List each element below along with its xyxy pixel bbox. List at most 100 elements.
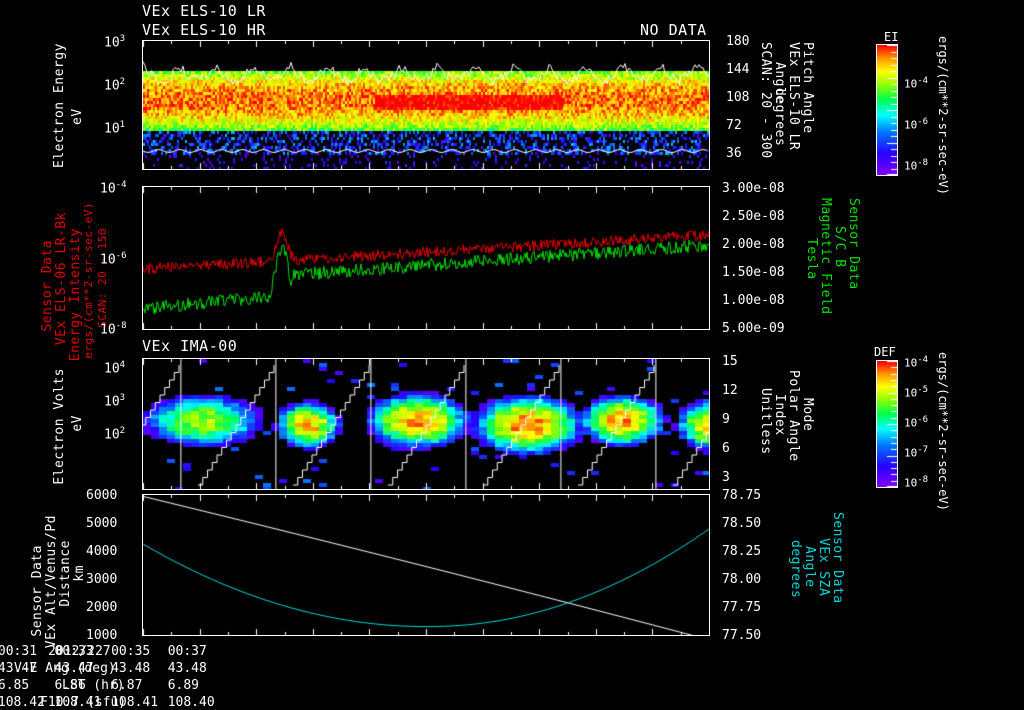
panel1-ytick-left-2: 101: [104, 120, 126, 137]
panel2-ytick-right-3: 1.50e-08: [722, 265, 785, 280]
panel3-colorbar-tick-4: 10-8: [904, 475, 929, 490]
panel3-ytick-right-4: 3: [722, 470, 730, 485]
footer-cell-r0-c9: 00:37: [167, 644, 207, 659]
panel4-right-label-angle: Angle: [802, 546, 817, 588]
panel4-ytick-left-4: 2000: [86, 600, 118, 615]
panel4-ytick-left-5: 1000: [86, 628, 118, 643]
panel4-ytick-left-2: 4000: [86, 544, 118, 559]
panel4-ytick-right-0: 78.75: [722, 488, 762, 503]
panel2-right-label-sensor-data: Sensor Data: [846, 198, 861, 290]
footer-row-label-f107: F10.7 (sfu): [40, 695, 127, 710]
panel3-colorbar-tick-2: 10-6: [904, 415, 929, 430]
panel3-colorbar[interactable]: [876, 360, 898, 488]
panel3-ytick-left-1: 103: [104, 393, 126, 410]
panel2-timeseries[interactable]: [142, 186, 710, 330]
panel1-no-data-label: NO DATA: [640, 21, 707, 39]
panel1-ytick-left-1: 102: [104, 77, 126, 94]
panel2-right-label-magnetic-field: Magnetic Field: [818, 198, 833, 315]
panel4-ytick-right-4: 77.75: [722, 600, 762, 615]
panel1-ylabel-unit: eV: [70, 108, 85, 125]
panel2-right-label-tesla: Tesla: [804, 238, 819, 280]
panel1-right-label-degrees: degrees: [772, 88, 787, 147]
panel2-ytick-left-0: 10-4: [100, 180, 127, 197]
panel4-ytick-left-1: 5000: [86, 516, 118, 531]
panel4-ylabel-quantity: Distance: [58, 540, 73, 607]
panel1-ylabel-primary: Electron Energy: [52, 43, 67, 168]
footer-cell-r3-c6: 108.42: [0, 695, 45, 710]
panel4-ytick-right-2: 78.25: [722, 544, 762, 559]
footer-cell-r1-c6: 43.47: [0, 661, 38, 676]
panel1-colorbar-tick-1: 10-6: [904, 117, 929, 132]
panel1-ytick-right-0: 180: [726, 34, 750, 49]
panel1-ytick-right-2: 108: [726, 90, 750, 105]
panel4-right-label-degrees: degrees: [788, 540, 803, 599]
panel3-ytick-left-2: 102: [104, 426, 126, 443]
panel3-ytick-right-1: 12: [722, 383, 738, 398]
footer-cell-r2-c9: 6.89: [167, 678, 199, 693]
panel1-right-label-scan: SCAN: 20 - 300: [758, 42, 773, 159]
panel1-spectrogram[interactable]: [142, 40, 710, 170]
panel3-right-label-polar-angle: Polar Angle: [786, 370, 801, 462]
panel1-colorbar-tick-0: 10-4: [904, 76, 929, 91]
panel1-right-label-source: VEx ELS-10 LR: [786, 42, 801, 151]
panel2-ytick-right-5: 5.00e-09: [722, 321, 785, 336]
panel1-ytick-right-1: 144: [726, 62, 750, 77]
footer-cell-r2-c6: 6.85: [0, 678, 30, 693]
footer-row-label-ve-ang: V-E Ang (deg): [14, 661, 116, 676]
panel1-colorbar-label: EI: [884, 30, 899, 44]
panel2-ytick-right-4: 1.00e-08: [722, 293, 785, 308]
panel4-ylabel-source: VEx Alt/Venus/Pd: [44, 515, 59, 649]
panel3-colorbar-unit: ergs/(cm**2-sr-sec-eV): [936, 352, 950, 511]
footer-cell-r0-c8: 00:35: [111, 644, 151, 659]
footer-cell-r0-c6: 00:31: [0, 644, 38, 659]
panel2-ylabel-unit: ergs/(cm**2-sr-sec-eV): [82, 202, 95, 359]
panel2-ytick-right-2: 2.00e-08: [722, 237, 785, 252]
footer-cell-r0-c7: 00:33: [54, 644, 94, 659]
panel4-ytick-right-3: 78.00: [722, 572, 762, 587]
panel1-ytick-right-4: 36: [726, 146, 742, 161]
panel1-colorbar[interactable]: [876, 44, 898, 176]
panel2-ylabel-scan: SCAN: 20 - 150: [96, 228, 109, 328]
footer-cell-r3-c7: 108.41: [54, 695, 102, 710]
panel1-title-hr: VEx ELS-10 HR: [142, 21, 266, 39]
footer-cell-r1-c8: 43.48: [111, 661, 151, 676]
panel3-colorbar-tick-0: 10-4: [904, 355, 929, 370]
panel3-colorbar-tick-3: 10-7: [904, 445, 929, 460]
panel3-ytick-right-3: 6: [722, 441, 730, 456]
panel2-ytick-right-1: 2.50e-08: [722, 209, 785, 224]
panel2-ytick-right-0: 3.00e-08: [722, 181, 785, 196]
panel2-ylabel-quantity: Energy Intensity: [68, 228, 83, 362]
panel3-ylabel-primary: Electron Volts: [52, 368, 67, 485]
footer-cell-r2-c8: 6.87: [111, 678, 143, 693]
panel4-ytick-left-0: 6000: [86, 488, 118, 503]
footer-cell-r3-c9: 108.40: [167, 695, 215, 710]
panel3-title: VEx IMA-00: [142, 337, 238, 355]
panel1-colorbar-tick-2: 10-8: [904, 158, 929, 173]
panel3-colorbar-label: DEF: [874, 345, 896, 359]
footer-row-label-lst: LST (hr): [62, 678, 125, 693]
panel4-timeseries[interactable]: [142, 494, 710, 636]
panel3-ytick-right-0: 15: [722, 354, 738, 369]
panel2-ytick-left-2: 10-8: [100, 321, 127, 338]
panel3-right-label-unitless: Unitless: [758, 388, 773, 455]
panel4-ytick-left-3: 3000: [86, 572, 118, 587]
panel2-ylabel-source: VEx ELS-06 LR-Bk: [54, 212, 69, 346]
panel2-ylabel-sensor-data: Sensor Data: [40, 240, 55, 332]
panel1-right-label-pitch-angle: Pitch Angle: [800, 42, 815, 134]
panel3-right-label-index: Index: [772, 394, 787, 436]
panel1-ytick-left-0: 103: [104, 34, 126, 51]
panel3-ylabel-unit: eV: [70, 415, 85, 432]
panel1-title-lr: VEx ELS-10 LR: [142, 2, 266, 20]
panel1-colorbar-unit: ergs/(cm**2-sr-sec-eV): [936, 36, 950, 195]
panel1-ytick-right-3: 72: [726, 118, 742, 133]
panel2-ytick-left-1: 10-6: [100, 251, 127, 268]
panel4-ytick-right-1: 78.50: [722, 516, 762, 531]
panel4-ylabel-unit: km: [72, 565, 87, 582]
panel1-right-label-angle: Angle: [772, 62, 787, 104]
panel3-ytick-left-0: 104: [104, 360, 126, 377]
panel3-spectrogram[interactable]: [142, 358, 710, 490]
footer-cell-r1-c9: 43.48: [167, 661, 207, 676]
panel4-right-label-sensor-data: Sensor Data: [830, 512, 845, 604]
panel4-ytick-right-5: 77.50: [722, 628, 762, 643]
panel4-ylabel-sensor-data: Sensor Data: [30, 545, 45, 637]
